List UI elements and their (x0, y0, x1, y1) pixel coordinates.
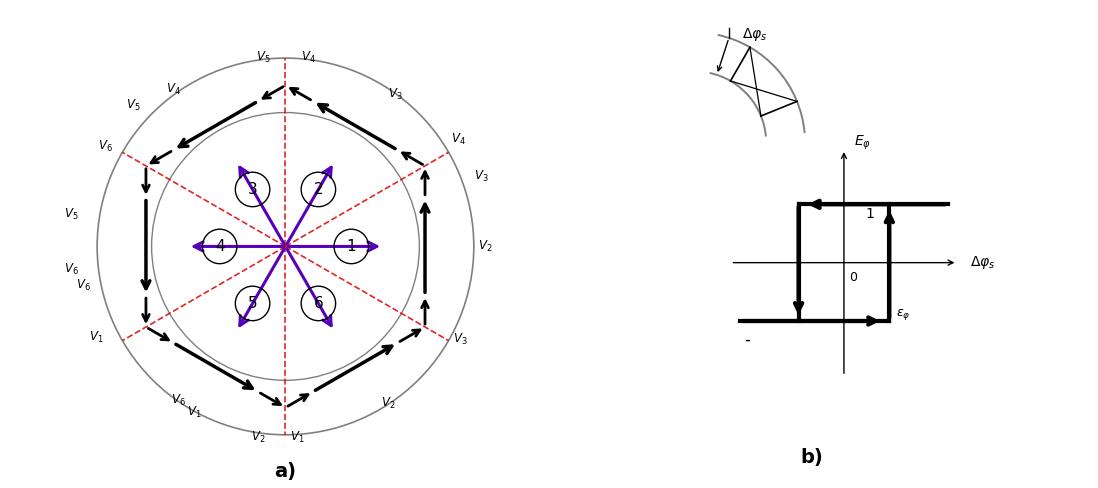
Text: $V_2$: $V_2$ (479, 239, 493, 254)
Text: $V_4$: $V_4$ (301, 50, 315, 65)
Text: $V_1$: $V_1$ (187, 405, 202, 420)
Text: 1: 1 (347, 239, 356, 254)
Text: $E_\varphi$: $E_\varphi$ (853, 134, 871, 152)
Text: $V_3$: $V_3$ (474, 168, 489, 183)
Text: $V_5$: $V_5$ (257, 50, 271, 65)
Text: 1: 1 (865, 207, 874, 221)
Text: $\Delta\varphi_s$: $\Delta\varphi_s$ (742, 26, 768, 43)
Text: 4: 4 (215, 239, 224, 254)
Text: $V_5$: $V_5$ (125, 98, 141, 113)
Text: $V_5$: $V_5$ (65, 207, 79, 222)
Text: b): b) (800, 447, 822, 467)
Text: $V_2$: $V_2$ (381, 395, 395, 410)
Text: $V_3$: $V_3$ (388, 87, 402, 102)
Text: $V_6$: $V_6$ (76, 278, 90, 293)
Text: -: - (743, 331, 750, 349)
Text: 5: 5 (248, 296, 257, 311)
Text: $V_3$: $V_3$ (453, 332, 468, 347)
Text: $V_2$: $V_2$ (251, 430, 266, 446)
Text: $\varepsilon_\varphi$: $\varepsilon_\varphi$ (896, 307, 910, 322)
Text: a): a) (274, 462, 296, 481)
Text: $V_6$: $V_6$ (171, 393, 186, 408)
Text: $V_4$: $V_4$ (451, 132, 466, 147)
Text: $V_6$: $V_6$ (98, 139, 113, 154)
Text: $V_1$: $V_1$ (89, 330, 104, 345)
Text: $\Delta\varphi_s$: $\Delta\varphi_s$ (971, 254, 996, 271)
Text: 6: 6 (314, 296, 323, 311)
Text: $V_6$: $V_6$ (64, 262, 79, 277)
Text: $V_1$: $V_1$ (290, 430, 304, 446)
Text: 0: 0 (849, 271, 856, 284)
Text: $V_4$: $V_4$ (166, 82, 181, 98)
Text: 2: 2 (314, 182, 323, 197)
Text: 3: 3 (248, 182, 257, 197)
